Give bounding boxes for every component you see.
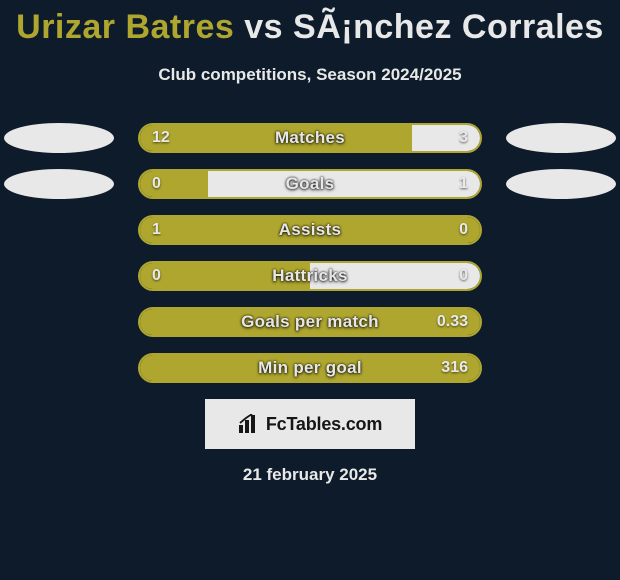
stat-value-left: 0 — [152, 267, 161, 285]
player1-name: Urizar Batres — [16, 8, 234, 46]
stat-value-right: 0 — [459, 267, 468, 285]
stat-value-right: 0.33 — [437, 313, 468, 331]
player2-name: SÃ¡nchez Corrales — [293, 8, 604, 46]
subtitle: Club competitions, Season 2024/2025 — [0, 65, 620, 85]
stat-row: Goals01 — [0, 169, 620, 199]
stat-row: Goals per match0.33 — [0, 307, 620, 337]
stat-bar — [138, 261, 482, 291]
stat-rows: Matches123Goals01Assists10Hattricks00Goa… — [0, 123, 620, 383]
stat-row: Hattricks00 — [0, 261, 620, 291]
bar-left-fill — [140, 309, 480, 335]
player2-avatar — [506, 169, 616, 199]
stat-row: Assists10 — [0, 215, 620, 245]
bar-left-fill — [140, 355, 480, 381]
stat-bar — [138, 215, 482, 245]
stat-value-left: 0 — [152, 175, 161, 193]
brand-text: FcTables.com — [266, 414, 382, 435]
player1-avatar — [4, 123, 114, 153]
stat-bar — [138, 169, 482, 199]
bar-left-fill — [140, 263, 310, 289]
bar-right-fill — [412, 125, 480, 151]
bar-left-fill — [140, 125, 412, 151]
stat-value-right: 1 — [459, 175, 468, 193]
stat-value-right: 316 — [441, 359, 468, 377]
brand-badge: FcTables.com — [205, 399, 415, 449]
vs-text: vs — [244, 8, 283, 46]
player2-avatar — [506, 123, 616, 153]
stat-value-right: 3 — [459, 129, 468, 147]
player1-avatar — [4, 169, 114, 199]
stat-value-left: 1 — [152, 221, 161, 239]
comparison-title: Urizar Batres vs SÃ¡nchez Corrales — [0, 0, 620, 47]
bar-right-fill — [310, 263, 480, 289]
stat-row: Min per goal316 — [0, 353, 620, 383]
stat-bar — [138, 307, 482, 337]
bar-left-fill — [140, 217, 480, 243]
stat-bar — [138, 123, 482, 153]
stat-value-right: 0 — [459, 221, 468, 239]
stat-bar — [138, 353, 482, 383]
stat-row: Matches123 — [0, 123, 620, 153]
brand-chart-icon — [238, 414, 260, 434]
bar-right-fill — [208, 171, 480, 197]
stat-value-left: 12 — [152, 129, 170, 147]
footer-date: 21 february 2025 — [0, 465, 620, 485]
bar-left-fill — [140, 171, 208, 197]
